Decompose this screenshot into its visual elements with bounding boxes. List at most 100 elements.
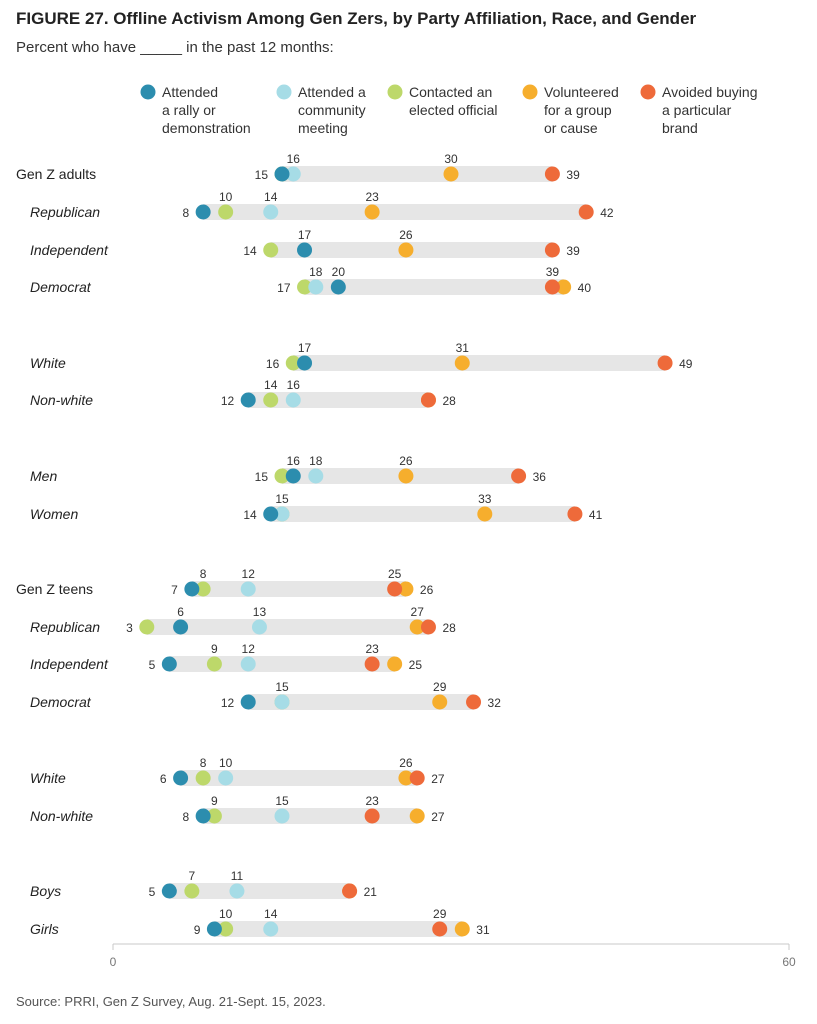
value-label: 29 xyxy=(433,907,447,921)
value-label: 26 xyxy=(399,756,413,770)
dot-attended-a-community-meeting xyxy=(251,619,267,635)
row-men: Men 15 36 16 18 26 xyxy=(30,454,546,484)
value-label: 17 xyxy=(298,341,312,355)
value-label: 31 xyxy=(456,341,470,355)
value-label: 12 xyxy=(242,642,256,656)
dot-avoided-buying-a-particular-brand xyxy=(342,883,358,899)
dot-volunteered-for-a-group-or-cause xyxy=(398,770,414,786)
dot-attended-a-rally-or-demonstration xyxy=(173,770,189,786)
chart-title: FIGURE 27. Offline Activism Among Gen Ze… xyxy=(16,9,697,28)
dot-contacted-an-elected-official xyxy=(195,581,211,597)
chart-subtitle: Percent who have _____ in the past 12 mo… xyxy=(16,39,334,56)
value-label-max: 28 xyxy=(442,621,456,635)
row-women: Women 14 41 15 33 xyxy=(30,492,603,522)
row-label: Non-white xyxy=(30,392,93,408)
dot-avoided-buying-a-particular-brand xyxy=(567,506,583,522)
dot-attended-a-rally-or-demonstration xyxy=(161,883,177,899)
x-axis: 0 60 xyxy=(110,943,796,969)
dot-avoided-buying-a-particular-brand xyxy=(387,581,403,597)
dot-contacted-an-elected-official xyxy=(263,242,279,258)
legend-item-volunteered-for-a-group-or-cause: Volunteered for a group or cause xyxy=(522,84,619,136)
value-label: 23 xyxy=(365,794,379,808)
dot-avoided-buying-a-particular-brand xyxy=(466,694,482,710)
row-label: Gen Z adults xyxy=(16,166,96,182)
row-non-white: Non-white 12 28 14 16 xyxy=(30,378,456,408)
legend-item-contacted-an-elected-official: Contacted an elected official xyxy=(387,84,497,118)
value-label: 14 xyxy=(264,907,278,921)
legend-label: community xyxy=(298,102,366,118)
value-label: 26 xyxy=(399,454,413,468)
dot-attended-a-rally-or-demonstration xyxy=(206,921,222,937)
value-label-max: 21 xyxy=(364,885,378,899)
x-tick-label: 0 xyxy=(110,955,117,969)
legend-marker xyxy=(276,84,292,100)
dot-attended-a-community-meeting xyxy=(240,656,256,672)
legend-marker xyxy=(387,84,403,100)
value-label-max: 27 xyxy=(431,810,445,824)
range-bar xyxy=(203,204,587,220)
value-label-min: 8 xyxy=(182,810,189,824)
value-label: 25 xyxy=(388,567,402,581)
dot-attended-a-rally-or-demonstration xyxy=(263,506,279,522)
dot-volunteered-for-a-group-or-cause xyxy=(556,279,572,295)
value-label: 16 xyxy=(287,454,301,468)
row-label: Independent xyxy=(30,242,109,258)
value-label-max: 26 xyxy=(420,583,434,597)
value-label: 13 xyxy=(253,605,267,619)
dot-attended-a-rally-or-demonstration xyxy=(240,694,256,710)
dot-attended-a-community-meeting xyxy=(263,921,279,937)
row-white: White 6 27 8 10 26 xyxy=(30,756,445,786)
value-label-max: 25 xyxy=(409,658,423,672)
value-label-min: 5 xyxy=(149,885,156,899)
legend-label: Attended xyxy=(162,84,218,100)
row-label: White xyxy=(30,770,66,786)
row-gen-z-teens: Gen Z teens 7 26 8 12 25 xyxy=(16,567,434,597)
dot-attended-a-community-meeting xyxy=(229,883,245,899)
value-label: 17 xyxy=(298,228,312,242)
value-label: 11 xyxy=(231,869,244,883)
dot-avoided-buying-a-particular-brand xyxy=(364,656,380,672)
legend-label: brand xyxy=(662,120,698,136)
value-label-max: 32 xyxy=(488,696,502,710)
value-label-min: 17 xyxy=(277,281,291,295)
value-label: 23 xyxy=(365,190,379,204)
legend-label: meeting xyxy=(298,120,348,136)
dot-contacted-an-elected-official xyxy=(206,808,222,824)
value-label: 9 xyxy=(211,794,218,808)
value-label: 8 xyxy=(200,756,207,770)
legend-label: Avoided buying xyxy=(662,84,757,100)
dot-attended-a-community-meeting xyxy=(274,808,290,824)
row-label: Democrat xyxy=(30,279,92,295)
dot-contacted-an-elected-official xyxy=(195,770,211,786)
value-label-max: 27 xyxy=(431,772,445,786)
value-label-min: 3 xyxy=(126,621,133,635)
range-bar xyxy=(304,279,564,295)
value-label: 26 xyxy=(399,228,413,242)
row-label: Boys xyxy=(30,883,61,899)
value-label: 6 xyxy=(177,605,184,619)
x-tick-label: 60 xyxy=(782,955,796,969)
dot-volunteered-for-a-group-or-cause xyxy=(454,355,470,371)
row-label: Girls xyxy=(30,921,59,937)
dot-contacted-an-elected-official xyxy=(218,921,234,937)
range-bar xyxy=(180,770,418,786)
dot-attended-a-rally-or-demonstration xyxy=(297,355,313,371)
row-independent: Independent 14 39 17 26 xyxy=(30,228,580,258)
dot-attended-a-community-meeting xyxy=(308,468,324,484)
value-label: 14 xyxy=(264,378,278,392)
dot-attended-a-rally-or-demonstration xyxy=(330,279,346,295)
source-note: Source: PRRI, Gen Z Survey, Aug. 21-Sept… xyxy=(16,994,326,1009)
dot-avoided-buying-a-particular-brand xyxy=(578,204,594,220)
value-label: 39 xyxy=(546,265,560,279)
dot-attended-a-rally-or-demonstration xyxy=(240,392,256,408)
value-label-min: 16 xyxy=(266,357,280,371)
value-label-min: 14 xyxy=(243,244,257,258)
dot-contacted-an-elected-official xyxy=(218,204,234,220)
legend-marker xyxy=(640,84,656,100)
value-label-min: 6 xyxy=(160,772,167,786)
legend-label: Contacted an xyxy=(409,84,492,100)
value-label: 10 xyxy=(219,756,233,770)
dot-attended-a-rally-or-demonstration xyxy=(195,204,211,220)
dot-avoided-buying-a-particular-brand xyxy=(364,808,380,824)
range-bar xyxy=(203,808,418,824)
